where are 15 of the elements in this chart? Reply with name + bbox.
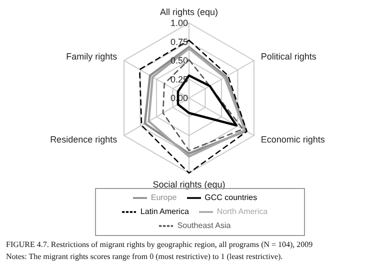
legend-label: Europe	[150, 193, 177, 202]
legend-label: Latin America	[140, 207, 189, 216]
legend-label: GCC countries	[204, 193, 258, 202]
spoke-label: Economic rights	[260, 134, 326, 145]
legend-label: North America	[216, 207, 268, 216]
spoke-label: Residence rights	[50, 134, 118, 145]
legend-label: Southeast Asia	[177, 221, 231, 230]
caption: FIGURE 4.7. Restrictions of migrant rights by geographic region, all programs (N = 104), 2009	[6, 240, 314, 250]
y-tick-label: 0.50	[170, 56, 188, 66]
y-tick-label: 1.00	[170, 18, 188, 28]
spoke-label: All rights (equ)	[160, 7, 218, 17]
spoke-label: Family rights	[66, 52, 118, 62]
y-tick-label: 0.75	[170, 36, 188, 47]
text: Notes: The migrant rights scores range from 0 (most restrictive) to 1 (least restrictive).	[6, 252, 284, 262]
spoke-label: Political rights	[260, 52, 317, 62]
